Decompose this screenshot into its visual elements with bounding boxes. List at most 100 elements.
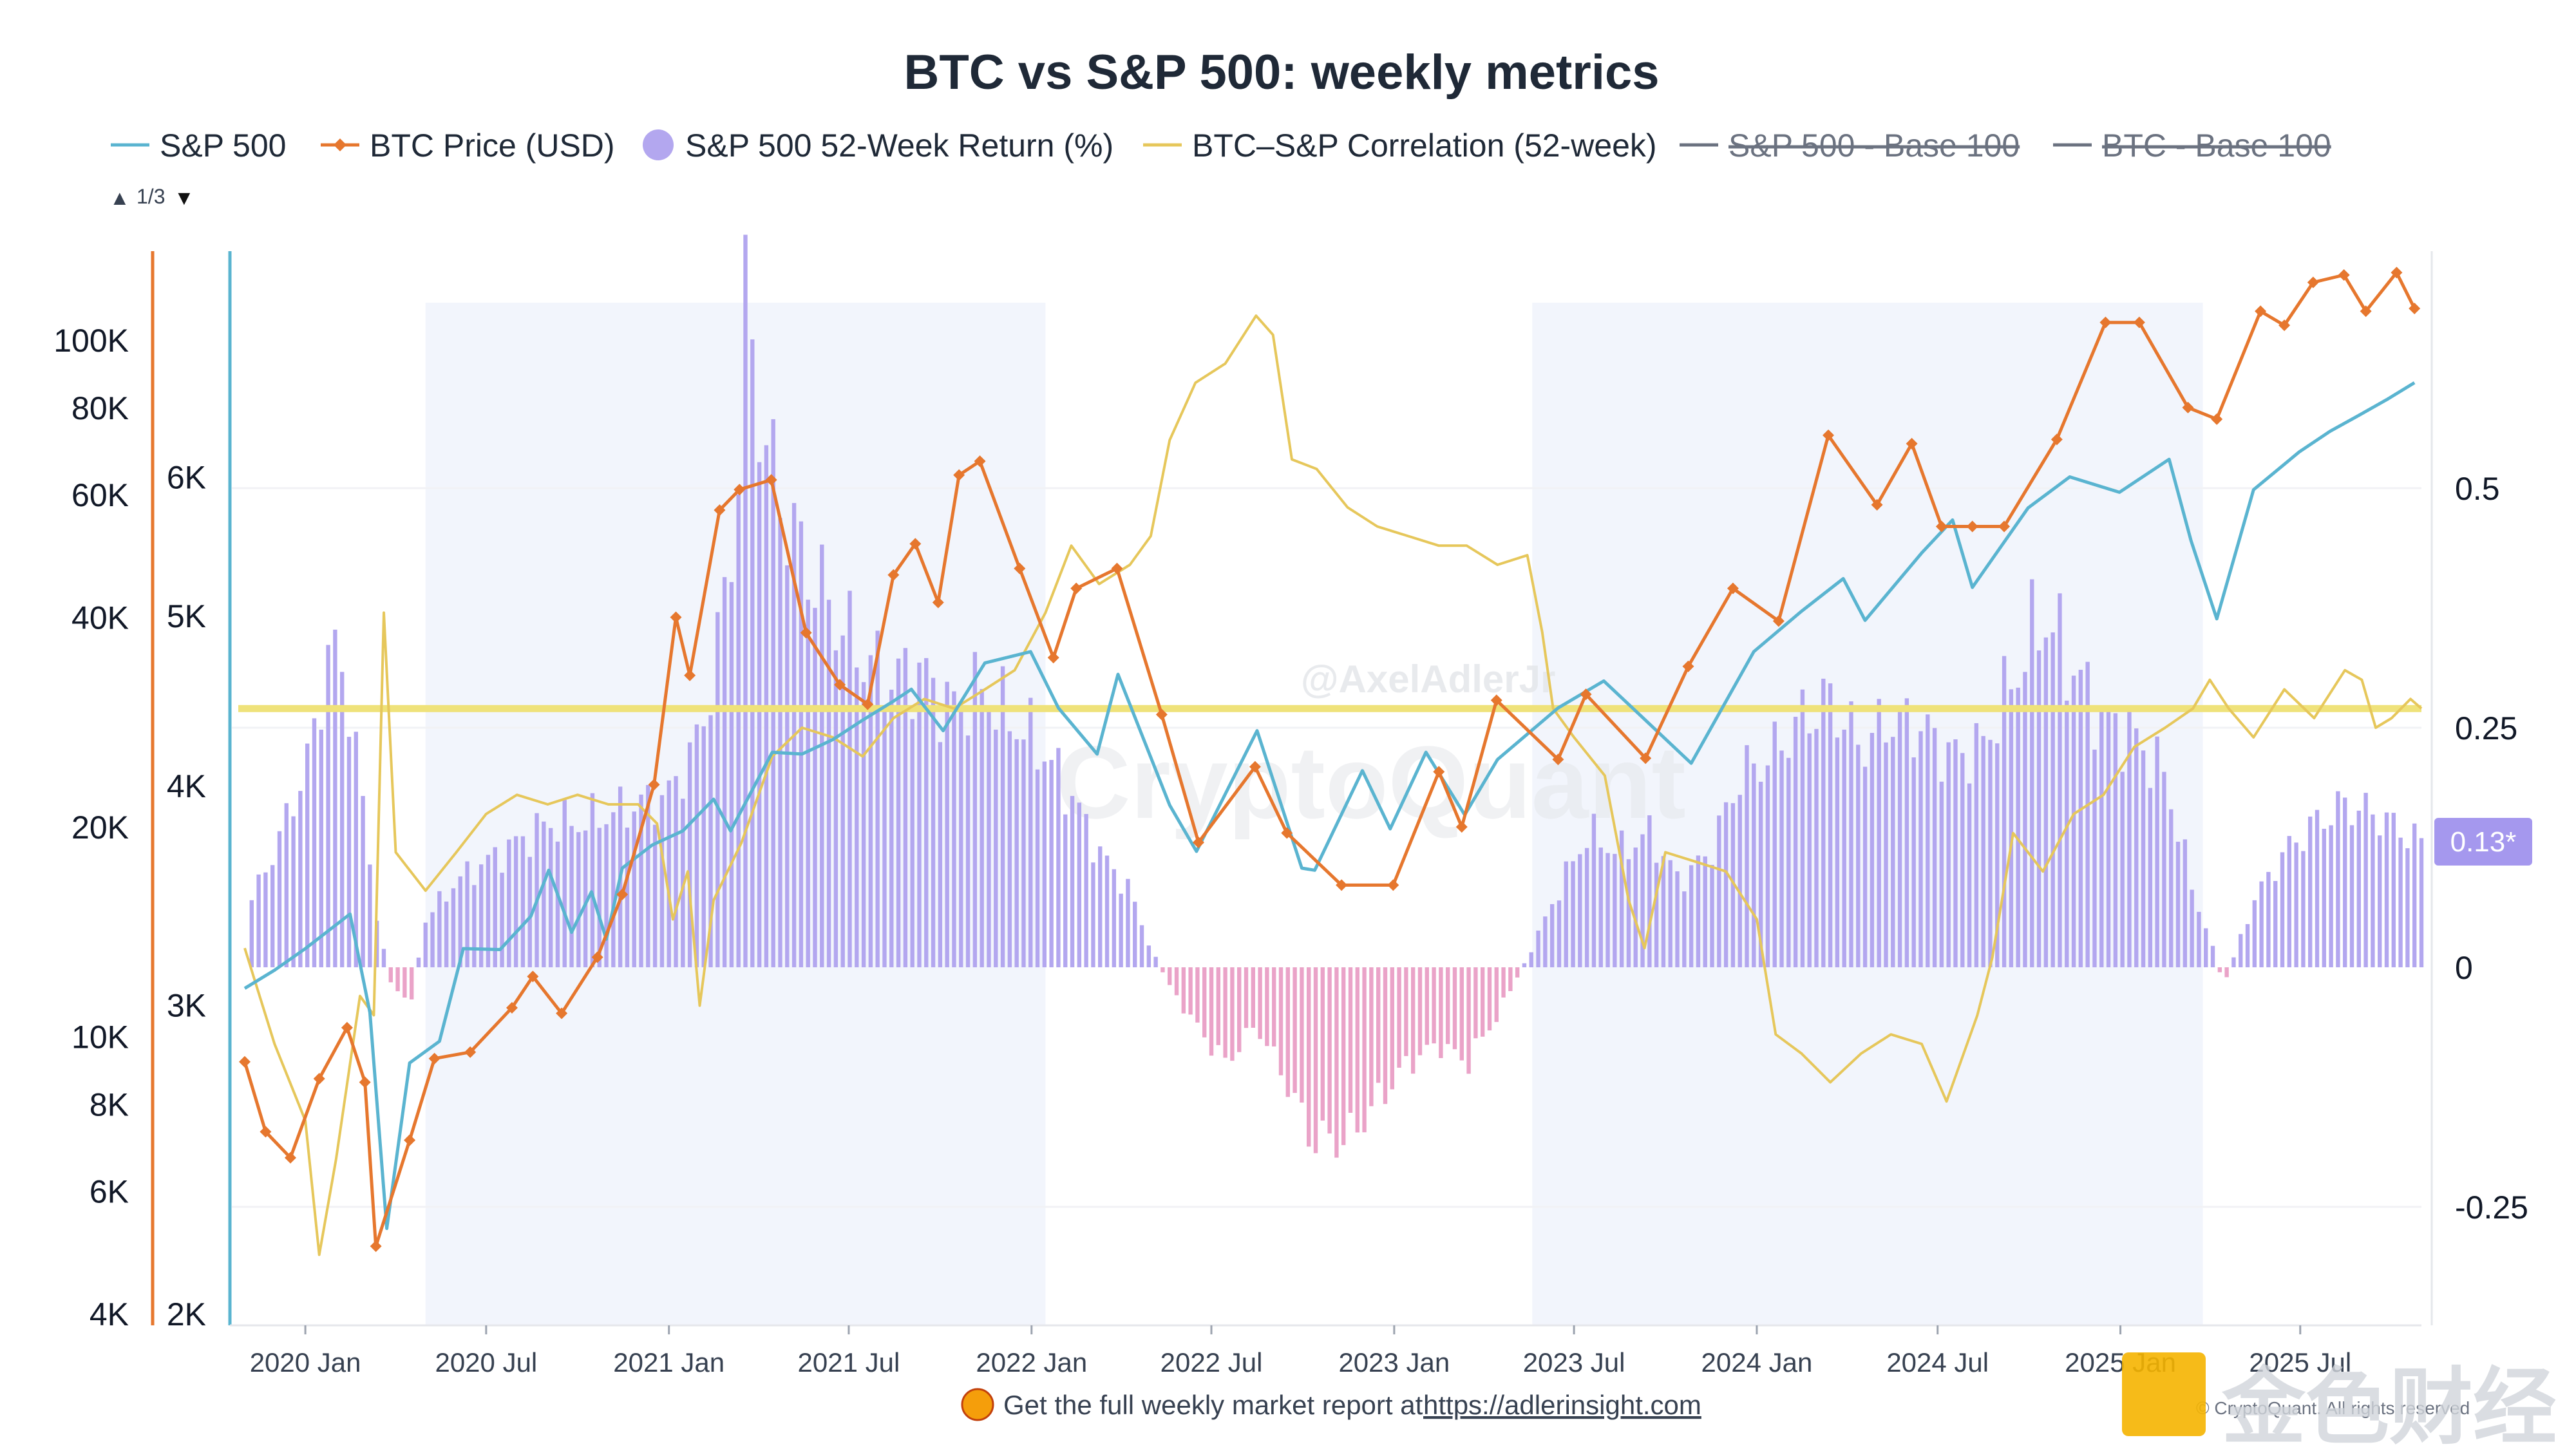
return-bar xyxy=(1717,815,1721,967)
return-bar xyxy=(1897,706,1902,967)
return-bar xyxy=(917,662,922,967)
return-bar xyxy=(249,900,254,967)
return-bar xyxy=(493,847,497,967)
btc-marker xyxy=(2409,303,2421,315)
btc-marker xyxy=(765,474,777,486)
return-bar xyxy=(555,841,560,967)
return-bar xyxy=(924,658,929,967)
btc-marker xyxy=(862,698,874,710)
return-bar xyxy=(625,828,630,967)
return-bar xyxy=(1188,967,1193,1015)
return-bar xyxy=(1849,701,1853,967)
return-bar xyxy=(451,888,456,967)
return-bar xyxy=(2329,825,2333,967)
return-bar xyxy=(855,667,859,967)
return-bar xyxy=(1807,733,1812,967)
return-bar xyxy=(833,650,838,967)
return-bar xyxy=(2155,736,2159,967)
spx-tick-label: 3K xyxy=(167,987,206,1023)
right-tick-label: 0.25 xyxy=(2455,710,2517,746)
return-bar xyxy=(2036,650,2041,967)
return-bar xyxy=(1522,963,1527,967)
pager-prev-icon[interactable]: ▲ xyxy=(109,186,130,209)
return-bar xyxy=(1272,967,1276,1046)
return-bar xyxy=(2419,838,2424,967)
btc-tick-label: 10K xyxy=(71,1019,129,1056)
return-bar xyxy=(2141,750,2146,967)
x-tick-label: 2023 Jul xyxy=(1523,1347,1625,1378)
return-bar xyxy=(1466,967,1471,1074)
return-bar xyxy=(1696,855,1701,967)
pager-next-icon[interactable]: ▼ xyxy=(174,186,194,209)
legend-pager[interactable]: ▲ 1/3 ▼ xyxy=(109,185,194,209)
series-lines xyxy=(239,267,2423,1256)
return-bar xyxy=(1445,967,1450,1045)
return-bar xyxy=(2239,934,2243,967)
return-bar xyxy=(1814,728,1819,967)
return-bar xyxy=(2217,967,2222,972)
return-bar xyxy=(1779,750,1784,967)
return-bar xyxy=(2343,797,2347,967)
return-bar xyxy=(1146,945,1151,967)
legend-item[interactable]: BTC - Base 100 xyxy=(2053,128,2331,164)
btc-marker xyxy=(370,1240,382,1253)
return-bar xyxy=(2371,814,2375,967)
return-bar xyxy=(2204,928,2208,967)
btc-marker xyxy=(2211,413,2223,425)
return-bar xyxy=(2391,813,2396,967)
btc-marker xyxy=(2338,269,2350,281)
return-bar xyxy=(520,836,526,967)
return-bar xyxy=(562,800,567,967)
btc-marker xyxy=(1155,708,1168,721)
spx-tick-label: 4K xyxy=(167,768,206,804)
return-bar xyxy=(1891,737,1895,967)
last-value-text: 0.13* xyxy=(2450,826,2517,858)
return-bar xyxy=(1181,967,1186,1014)
legend-item[interactable]: BTC–S&P Correlation (52-week) xyxy=(1143,128,1657,164)
footer-text: Get the full weekly market report at xyxy=(1003,1390,1423,1420)
return-bar xyxy=(2308,816,2313,967)
x-tick-label: 2024 Jul xyxy=(1886,1347,1989,1378)
return-bar xyxy=(423,922,428,967)
x-tick-label: 2021 Jan xyxy=(613,1347,724,1378)
return-bar xyxy=(945,681,949,967)
return-bar xyxy=(1000,666,1005,967)
return-bar xyxy=(1084,813,1088,967)
return-bar xyxy=(597,828,601,967)
footer-link[interactable]: https://adlerinsight.com xyxy=(1423,1390,1701,1420)
return-bar xyxy=(1668,860,1672,967)
return-bar xyxy=(931,677,936,967)
return-bar xyxy=(639,794,643,967)
return-bar xyxy=(527,857,532,967)
shaded-band-1 xyxy=(1532,303,2203,1325)
btc-marker xyxy=(909,538,922,550)
return-bar xyxy=(743,234,748,968)
legend-diamond-icon xyxy=(334,138,346,151)
return-bar xyxy=(1369,967,1374,1106)
return-bar xyxy=(2266,871,2271,967)
legend-item[interactable]: BTC Price (USD) xyxy=(321,128,615,164)
return-bar xyxy=(1939,781,1944,967)
btc-marker xyxy=(1823,429,1835,441)
return-bar xyxy=(1307,967,1311,1147)
return-bar xyxy=(354,732,358,967)
return-bar xyxy=(771,419,775,967)
return-bar xyxy=(1654,862,1659,967)
return-bar xyxy=(2301,851,2306,967)
watermark-brand: CryptoQuant xyxy=(1056,724,1686,840)
legend-item[interactable]: S&P 500 xyxy=(111,128,286,164)
legend[interactable]: S&P 500 BTC Price (USD) S&P 500 52-Week Re… xyxy=(111,128,2331,164)
shaded-bands xyxy=(425,303,2203,1325)
legend-item[interactable]: S&P 500 52-Week Return (%) xyxy=(643,128,1113,164)
return-bar xyxy=(2009,689,2014,967)
legend-item[interactable]: S&P 500 - Base 100 xyxy=(1680,128,2020,164)
return-bar xyxy=(1153,956,1158,967)
footer: Get the full weekly market report at htt… xyxy=(961,1388,1701,1421)
return-bar xyxy=(959,705,963,967)
btc-marker xyxy=(2307,276,2319,289)
btc-marker xyxy=(1387,879,1399,891)
return-bar xyxy=(659,795,665,967)
return-bar xyxy=(1549,904,1555,967)
btc-marker xyxy=(648,779,660,791)
report-icon xyxy=(961,1388,994,1421)
